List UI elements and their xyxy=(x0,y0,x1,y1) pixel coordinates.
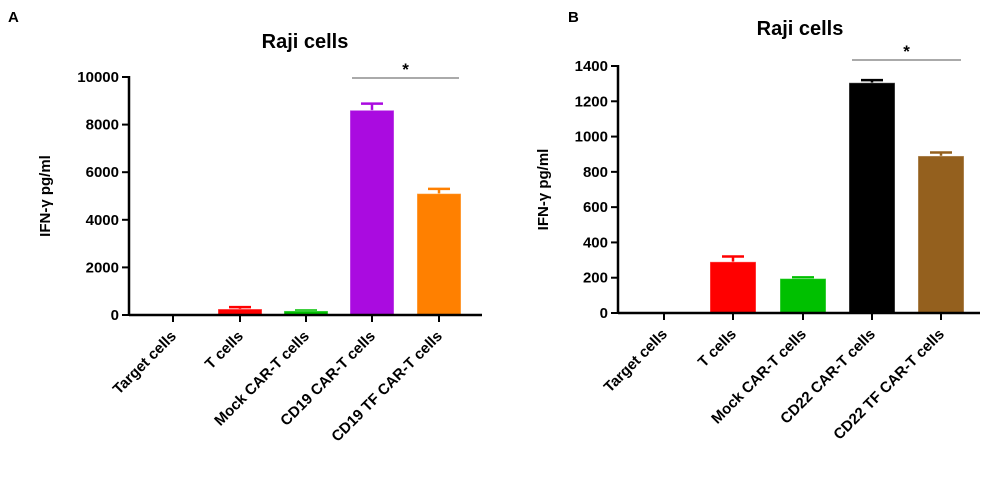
bar xyxy=(848,82,896,314)
bar xyxy=(416,193,462,316)
bar xyxy=(917,155,965,314)
y-tick-label: 400 xyxy=(583,234,608,251)
y-tick-label: 1400 xyxy=(575,58,608,75)
y-tick-label: 8000 xyxy=(86,117,119,134)
y-tick-label: 4000 xyxy=(86,212,119,229)
y-axis-label: IFN-γ pg/ml xyxy=(37,155,54,237)
x-tick-label: CD19 TF CAR-T cells xyxy=(328,328,446,446)
y-tick-label: 2000 xyxy=(86,259,119,276)
y-tick-label: 6000 xyxy=(86,164,119,181)
bar xyxy=(349,109,395,316)
bar xyxy=(779,278,827,314)
chart-title: Raji cells xyxy=(262,31,349,53)
y-tick-label: 0 xyxy=(600,305,608,322)
chart-title: Raji cells xyxy=(757,18,844,40)
y-tick-label: 10000 xyxy=(77,69,119,86)
panel-label: A xyxy=(8,9,19,26)
x-tick-label: T cells xyxy=(695,326,740,371)
y-tick-label: 1000 xyxy=(575,129,608,146)
y-tick-label: 1200 xyxy=(575,93,608,110)
y-axis-label: IFN-γ pg/ml xyxy=(535,149,552,231)
x-tick-label: Target cells xyxy=(601,326,671,396)
y-tick-label: 200 xyxy=(583,270,608,287)
y-tick-label: 800 xyxy=(583,164,608,181)
x-tick-label: Target cells xyxy=(110,328,180,398)
panel-label: B xyxy=(568,9,579,26)
x-tick-label: T cells xyxy=(202,328,247,373)
significance-label: * xyxy=(903,42,910,61)
significance-label: * xyxy=(402,60,409,79)
y-tick-label: 0 xyxy=(111,307,119,324)
bar xyxy=(709,261,757,314)
y-tick-label: 600 xyxy=(583,199,608,216)
